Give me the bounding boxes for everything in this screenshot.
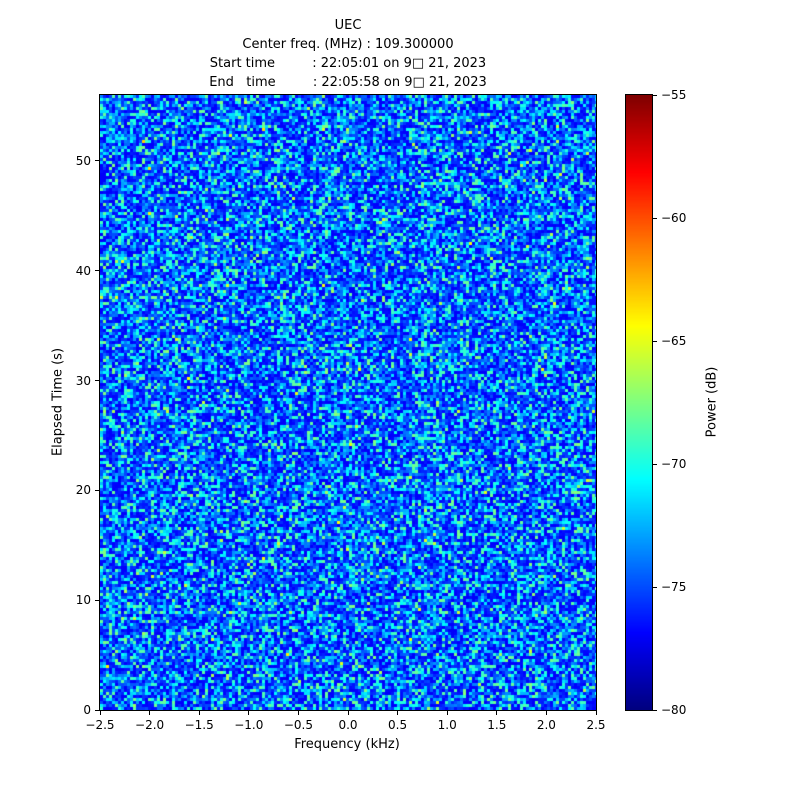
figure-header: UEC Center freq. (MHz) : 109.300000 Star… xyxy=(0,16,696,92)
colorbar-tick-mark xyxy=(653,217,657,219)
x-tick-mark xyxy=(297,711,299,715)
x-tick-label: −1.5 xyxy=(184,718,214,732)
y-tick-label: 0 xyxy=(83,703,91,717)
x-tick-label: −1.0 xyxy=(234,718,264,732)
y-tick-label: 50 xyxy=(75,153,91,168)
x-tick-label: 2.0 xyxy=(536,718,556,732)
y-tick-mark xyxy=(95,270,99,272)
x-tick-label: −2.0 xyxy=(135,718,165,732)
colorbar-tick-label: −65 xyxy=(661,334,687,348)
subtitle-end-time: End time : 22:05:58 on 9□ 21, 2023 xyxy=(209,75,487,90)
y-axis-label: Elapsed Time (s) xyxy=(50,347,66,457)
x-tick-mark xyxy=(347,711,349,715)
y-tick-mark xyxy=(95,160,99,162)
x-tick-mark xyxy=(198,711,200,715)
x-tick-mark xyxy=(149,711,151,715)
y-tick-label: 10 xyxy=(75,593,91,608)
colorbar-tick-mark xyxy=(653,340,657,342)
heatmap-plot-area xyxy=(99,94,597,711)
colorbar-tick-mark xyxy=(653,94,657,96)
y-tick-label: 40 xyxy=(75,263,91,278)
y-tick-mark xyxy=(95,599,99,601)
y-tick-mark xyxy=(95,380,99,382)
x-tick-label: 0.0 xyxy=(338,718,358,732)
y-tick-mark xyxy=(95,709,99,711)
y-tick-label: 20 xyxy=(75,483,91,498)
chart-title: UEC xyxy=(334,18,362,33)
x-tick-mark xyxy=(545,711,547,715)
colorbar xyxy=(625,94,653,711)
x-tick-mark xyxy=(595,711,597,715)
colorbar-tick-label: −80 xyxy=(661,703,687,717)
colorbar-tick-mark xyxy=(653,586,657,588)
colorbar-tick-label: −70 xyxy=(661,457,687,471)
x-tick-label: 1.0 xyxy=(437,718,457,732)
x-tick-label: 2.5 xyxy=(586,718,606,732)
colorbar-tick-label: −60 xyxy=(661,211,687,225)
x-tick-label: 1.5 xyxy=(487,718,507,732)
x-tick-mark xyxy=(248,711,250,715)
x-tick-mark xyxy=(99,711,101,715)
colorbar-canvas xyxy=(626,95,652,710)
subtitle-center-freq: Center freq. (MHz) : 109.300000 xyxy=(242,37,454,52)
x-tick-label: 0.5 xyxy=(388,718,408,732)
colorbar-tick-label: −55 xyxy=(661,88,687,102)
y-tick-mark xyxy=(95,489,99,491)
x-tick-mark xyxy=(496,711,498,715)
colorbar-tick-mark xyxy=(653,463,657,465)
colorbar-tick-mark xyxy=(653,709,657,711)
x-axis-label: Frequency (kHz) xyxy=(294,737,400,752)
subtitle-start-time: Start time : 22:05:01 on 9□ 21, 2023 xyxy=(209,56,487,71)
x-tick-mark xyxy=(397,711,399,715)
y-tick-label: 30 xyxy=(75,373,91,388)
x-tick-label: −0.5 xyxy=(283,718,313,732)
x-tick-label: −2.5 xyxy=(85,718,115,732)
x-tick-mark xyxy=(446,711,448,715)
colorbar-label: Power (dB) xyxy=(704,366,720,438)
colorbar-tick-label: −75 xyxy=(661,580,687,594)
heatmap-canvas xyxy=(100,95,596,710)
